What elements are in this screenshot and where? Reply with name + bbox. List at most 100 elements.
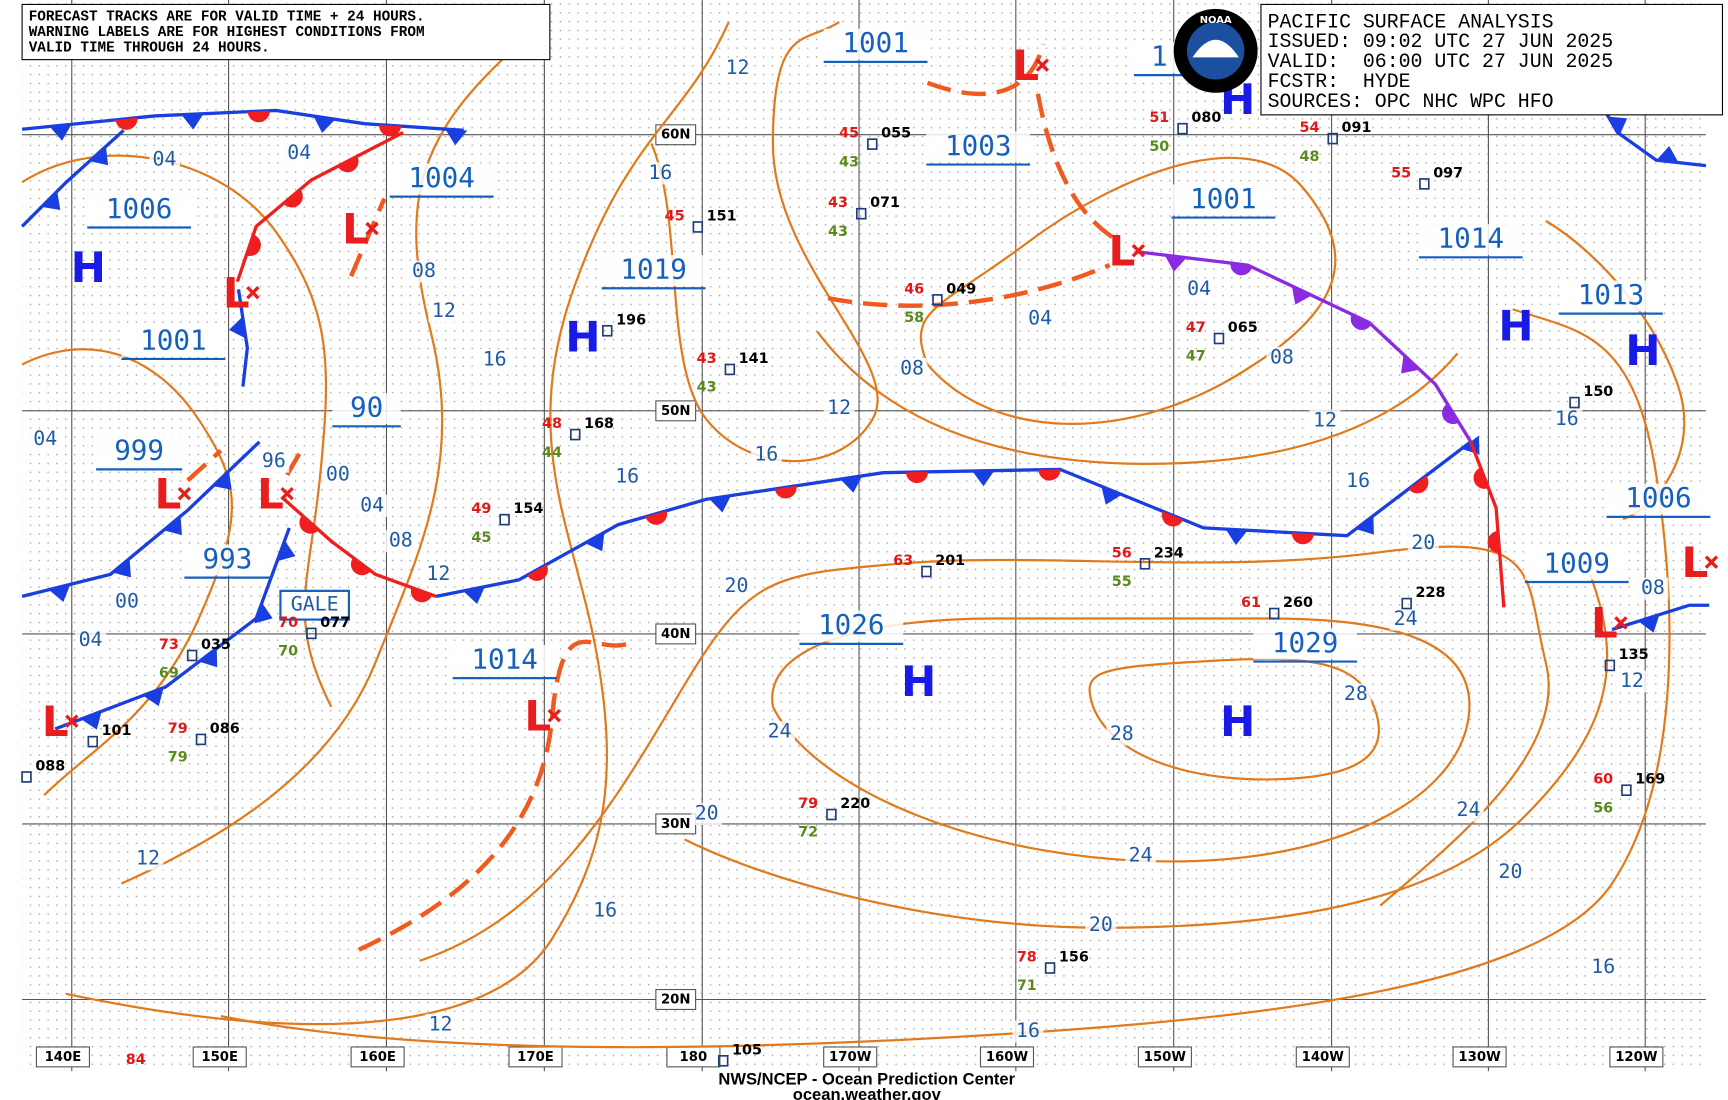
pressure-label-bg: [1559, 280, 1663, 312]
isobar-label-bg: [132, 848, 164, 871]
isobar-label-bg: [1340, 683, 1372, 706]
notice-line: WARNING LABELS ARE FOR HIGHEST CONDITION…: [29, 25, 425, 41]
front-triangle: [445, 129, 468, 146]
front-triangle: [277, 540, 296, 562]
low-center-x: [1035, 58, 1050, 72]
station-symbol: [826, 808, 837, 821]
station-temperature: 43: [828, 195, 848, 211]
station-pressure: 234: [1154, 545, 1184, 561]
station-pressure: 141: [739, 351, 769, 367]
isobar-label: 12: [1313, 408, 1337, 431]
station-symbol: [195, 733, 207, 746]
isobar-label: 08: [1641, 576, 1665, 599]
front-triangle: [181, 113, 204, 130]
pressure-label: 1: [1151, 39, 1168, 72]
lon-label: 120W: [1615, 1050, 1658, 1065]
station-temperature: 45: [839, 126, 859, 142]
high-center: H: [565, 313, 600, 362]
isobar-label-bg: [385, 530, 417, 553]
station-symbol: [1621, 784, 1632, 797]
front-semicircle: [1230, 262, 1253, 276]
station-dewpoint: 55: [1112, 574, 1132, 590]
front-semicircle: [774, 485, 797, 499]
pressure-label-bg: [1171, 184, 1276, 216]
lat-label-box: [655, 623, 697, 645]
logo-text: NOAA: [1200, 15, 1232, 26]
isobar-label: 12: [432, 299, 456, 322]
station-temperature: 70: [278, 615, 298, 631]
isobar-label: 12: [426, 562, 450, 585]
isobar-label-bg: [1012, 1020, 1044, 1043]
low-center: L: [524, 691, 551, 740]
front-triangle: [1638, 614, 1660, 633]
lon-label: 140W: [1302, 1050, 1345, 1065]
lat-label: 60N: [661, 128, 691, 143]
low-center-x: [547, 708, 561, 723]
high-center: H: [1220, 697, 1255, 746]
station-symbol: [717, 1054, 729, 1067]
station-temperature: 84: [126, 1052, 146, 1068]
front-triangle: [1101, 486, 1122, 505]
station-pressure: 201: [935, 553, 965, 569]
station-temperature: 79: [168, 721, 188, 737]
isobar-label: 16: [483, 348, 507, 371]
front-triangle: [1164, 255, 1187, 272]
station-pressure: 065: [1228, 320, 1258, 336]
isobar-label: 16: [593, 899, 617, 922]
isobar-label-bg: [1266, 346, 1298, 369]
lon-label-box: [508, 1046, 563, 1068]
low-center: L: [1591, 599, 1618, 648]
lon-label: 160W: [986, 1050, 1029, 1065]
isobar-label: 24: [768, 720, 792, 743]
station-symbol: [306, 627, 317, 640]
isobar-label: 04: [79, 628, 103, 651]
station-temperature: 73: [159, 637, 179, 653]
front-semicircle: [527, 564, 548, 581]
isobar-label: 12: [827, 396, 851, 419]
front-semicircle: [1038, 469, 1061, 481]
info-frame: [1260, 3, 1724, 116]
isobar-label: 08: [389, 529, 413, 552]
isobar: [66, 21, 730, 1026]
pressure-label: 1001: [842, 26, 908, 59]
stationary-front: [435, 440, 1472, 599]
isobar-label: 28: [1110, 722, 1134, 745]
isobar-label-bg: [1407, 532, 1439, 555]
station-dewpoint: 47: [1186, 349, 1206, 365]
station-pressure: 091: [1342, 120, 1372, 136]
front-triangle: [89, 146, 109, 166]
isobar-label-bg: [258, 450, 290, 473]
station-symbol: [1139, 558, 1151, 570]
front-semicircle: [115, 117, 138, 130]
pressure-label-bg: [87, 194, 192, 226]
station-temperature: 56: [1112, 545, 1132, 561]
low-center-x: [1614, 616, 1628, 630]
front-semicircle: [283, 189, 303, 208]
isobar-label-bg: [111, 590, 143, 613]
isobar-label-bg: [422, 563, 454, 586]
isobar-label: 20: [1089, 913, 1113, 936]
isobar-label-bg: [823, 397, 855, 420]
pressure-label: 90: [350, 391, 383, 424]
isobar-label: 20: [1499, 860, 1523, 883]
station-pressure: 168: [584, 416, 614, 432]
warm-front: [1469, 441, 1506, 608]
station-temperature: 51: [1149, 110, 1169, 126]
station-dewpoint: 43: [839, 154, 859, 170]
station-symbol: [1419, 178, 1430, 190]
isobar-label-bg: [611, 466, 643, 489]
isobar-label: 04: [287, 141, 311, 164]
station-symbol: [499, 513, 510, 526]
station-temperature: 47: [1186, 320, 1206, 336]
ocean-background: [22, 0, 1706, 1072]
low-center: L: [342, 204, 369, 253]
front-triangle: [212, 470, 232, 490]
isobar-label-bg: [1106, 723, 1138, 746]
front-semicircle: [1473, 467, 1489, 489]
pressure-label-bg: [823, 28, 928, 60]
pressure-label-bg: [1253, 628, 1358, 660]
low-center-x: [1131, 244, 1146, 258]
station-temperature: 79: [798, 796, 818, 812]
station-pressure: 260: [1283, 595, 1313, 611]
station-symbol: [1268, 607, 1280, 620]
